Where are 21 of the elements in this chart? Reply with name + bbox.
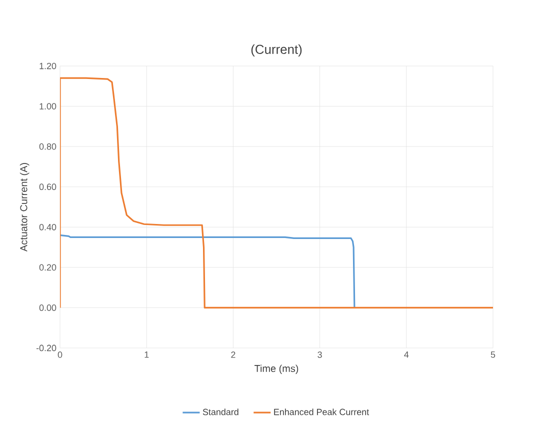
chart-title: (Current) — [251, 44, 302, 57]
x-tick-label: 0 — [58, 352, 62, 358]
y-tick-label: 1.20 — [40, 63, 56, 70]
legend-label: Standard — [202, 408, 238, 416]
y-tick-label: 0.00 — [39, 304, 56, 312]
y-tick-label: 0.80 — [39, 144, 56, 150]
x-axis-title: Time (ms) — [254, 364, 298, 374]
x-tick-label: 2 — [231, 352, 236, 358]
y-tick-label: 0.40 — [39, 224, 56, 231]
y-axis-title: Actuator Current (A) — [20, 163, 30, 252]
x-tick-label: 5 — [490, 352, 496, 358]
y-tick-label: -0.20 — [36, 345, 56, 352]
x-tick-label: 4 — [404, 352, 409, 358]
x-tick-label: 3 — [318, 352, 322, 358]
line-series — [60, 78, 493, 309]
line-series — [60, 234, 356, 309]
y-tick-label: 1.00 — [40, 103, 56, 110]
x-tick-label: 1 — [144, 352, 149, 358]
y-tick-label: 0.20 — [39, 264, 56, 271]
y-tick-label: 0.60 — [39, 184, 56, 190]
legend-label: Enhanced Peak Current — [274, 408, 370, 416]
